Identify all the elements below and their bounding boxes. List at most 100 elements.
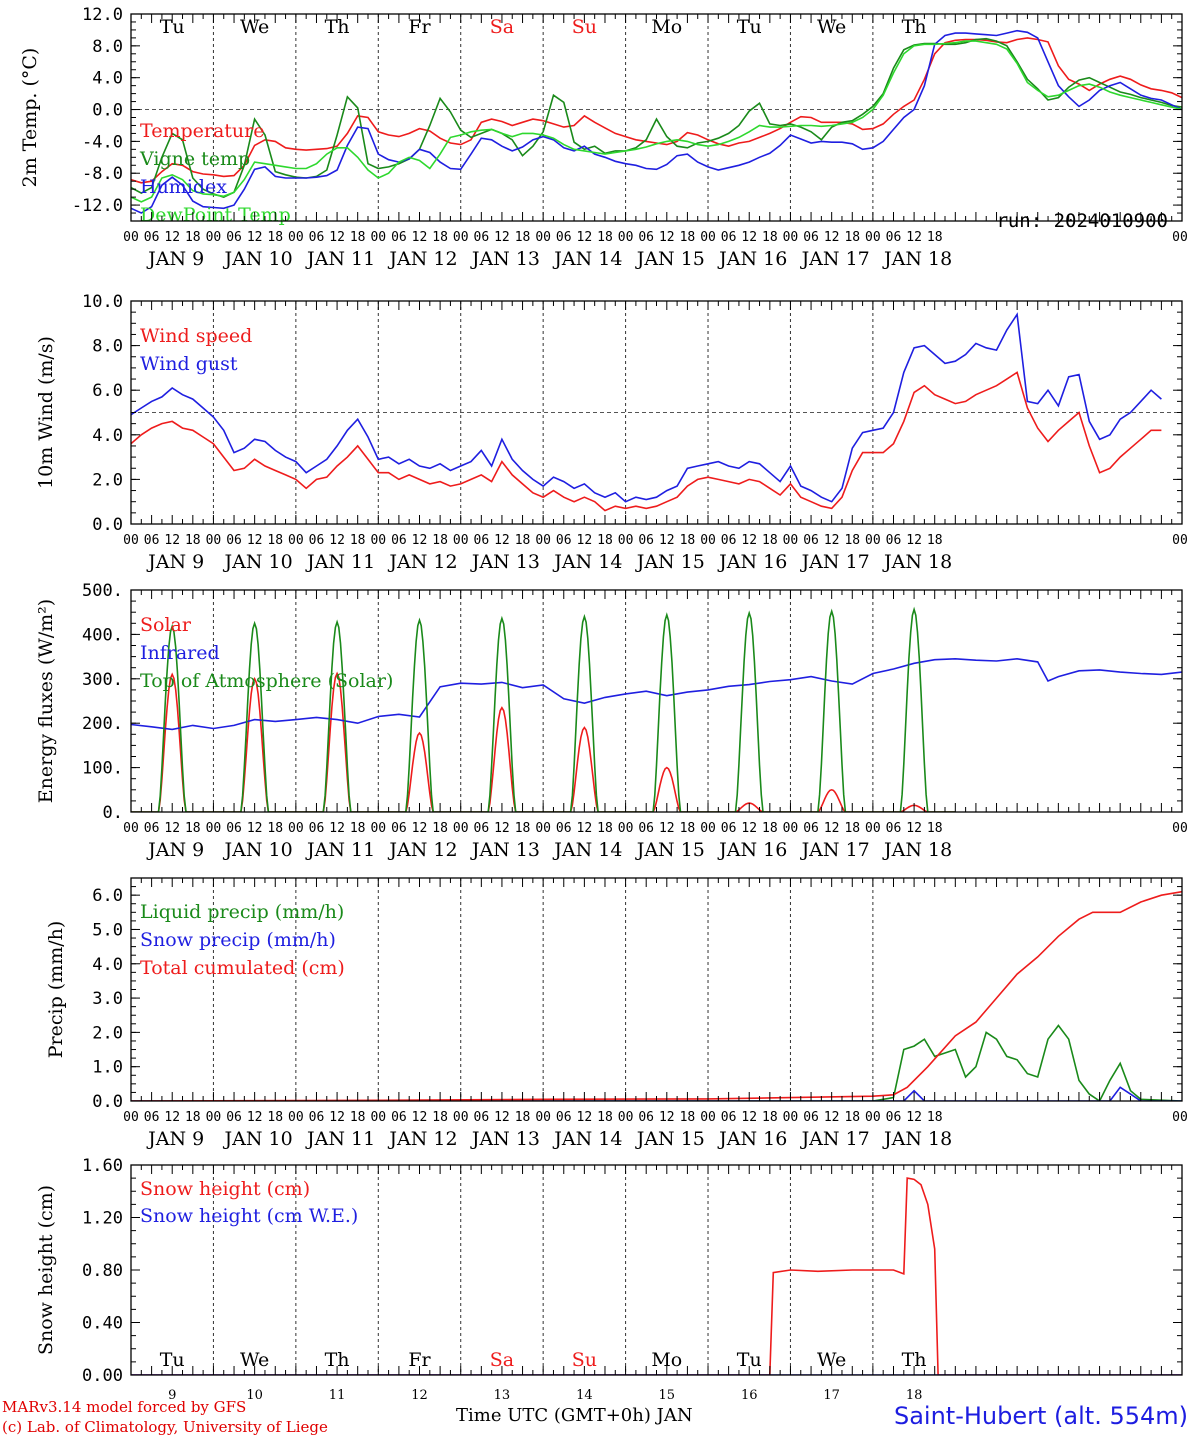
hour-label: 12 — [906, 533, 922, 548]
hour-label: 00 — [535, 230, 551, 245]
date-label: JAN 10 — [223, 551, 293, 573]
hour-label: 00 — [288, 821, 304, 836]
hour-label: 18 — [762, 533, 778, 548]
legend-entry: Humidex — [140, 176, 227, 198]
series-line-2 — [131, 1086, 1182, 1101]
date-label: JAN 12 — [387, 1128, 457, 1150]
hour-label: 00 — [453, 1110, 469, 1125]
hour-label: 12 — [329, 1110, 345, 1125]
weekday-label: Mo — [651, 16, 682, 38]
y-tick-label: 4.0 — [92, 426, 123, 446]
y-tick-label: 2.0 — [92, 1023, 123, 1043]
legend-entry: Total cumulated (cm) — [140, 957, 345, 979]
hour-label: 06 — [556, 821, 572, 836]
y-tick-label: 8.0 — [92, 337, 123, 357]
day-number: 10 — [246, 1388, 263, 1403]
hour-label: 18 — [597, 230, 613, 245]
hour-label: 18 — [844, 821, 860, 836]
series-line-2 — [131, 37, 1182, 198]
date-label: JAN 15 — [635, 839, 705, 861]
hour-label: 12 — [741, 1110, 757, 1125]
hour-label: 12 — [741, 821, 757, 836]
date-label: JAN 11 — [305, 839, 375, 861]
y-tick-label: 4.0 — [92, 955, 123, 975]
date-label: JAN 13 — [470, 1128, 540, 1150]
hour-label: 18 — [185, 821, 201, 836]
y-axis-title: 10m Wind (m/s) — [35, 336, 57, 489]
series-line-3 — [131, 606, 956, 812]
hour-label: 00 — [865, 1110, 881, 1125]
date-label: JAN 14 — [552, 839, 622, 861]
hour-label: 18 — [680, 230, 696, 245]
hour-label: 12 — [659, 533, 675, 548]
legend-entry: Solar — [140, 614, 192, 636]
hour-label: 06 — [556, 533, 572, 548]
hour-label: 00 — [700, 230, 716, 245]
hour-label: 12 — [412, 1110, 428, 1125]
hour-label: 00 — [370, 230, 386, 245]
hour-label: 18 — [185, 230, 201, 245]
hour-label: 12 — [247, 1110, 263, 1125]
y-tick-label: 4.0 — [92, 69, 123, 89]
hour-label: 00 — [700, 821, 716, 836]
day-number: 14 — [576, 1388, 593, 1403]
hour-label: 06 — [391, 1110, 407, 1125]
series-line-2 — [131, 312, 1162, 503]
month-label: JAN — [656, 1405, 693, 1426]
date-label: JAN 10 — [223, 248, 293, 270]
hour-label: 00 — [370, 821, 386, 836]
hour-label: 12 — [824, 533, 840, 548]
weekday-label: We — [240, 1349, 269, 1371]
date-label: JAN 18 — [882, 551, 952, 573]
hour-label: 00 — [370, 1110, 386, 1125]
hour-label: 06 — [144, 533, 160, 548]
weekday-label: Tu — [737, 1349, 762, 1371]
weekday-label: Sa — [490, 1349, 514, 1371]
model-credit: MARv3.14 model forced by GFS — [2, 1398, 247, 1416]
panel-2: Wind speed Wind gust 0.0 2.0 4.0 6.0 8.0 10.0 10… — [35, 292, 1188, 573]
hour-label: 06 — [474, 533, 490, 548]
hour-label: 00 — [700, 1110, 716, 1125]
y-tick-label: 8.0 — [92, 37, 123, 57]
hour-label: 06 — [721, 1110, 737, 1125]
hour-label: 18 — [267, 1110, 283, 1125]
hour-label: 18 — [432, 1110, 448, 1125]
hour-label: 06 — [226, 230, 242, 245]
weekday-label: Th — [902, 16, 927, 38]
hour-label: 06 — [556, 230, 572, 245]
hour-label: 00 — [618, 533, 634, 548]
hour-label: 06 — [474, 821, 490, 836]
hour-label: 18 — [597, 533, 613, 548]
weekday-label: Tu — [737, 16, 762, 38]
hour-label: 06 — [309, 533, 325, 548]
series-line-3 — [131, 890, 1182, 1101]
weekday-label: Tu — [160, 1349, 185, 1371]
day-number: 17 — [823, 1388, 840, 1403]
y-axis-title: Precip (mm/h) — [45, 921, 67, 1059]
x-axis-label: Time UTC (GMT+0h) — [456, 1405, 651, 1426]
hour-label: 12 — [824, 821, 840, 836]
hour-label: 00 — [618, 821, 634, 836]
series-line-1 — [131, 1024, 1182, 1101]
day-number: 9 — [168, 1388, 176, 1403]
y-tick-label: 3.0 — [92, 989, 123, 1009]
hour-label: 00 — [865, 533, 881, 548]
y-tick-label: 500. — [82, 581, 123, 601]
weekday-label: Sa — [490, 16, 514, 38]
legend-entry: Top of Atmosphere (Solar) — [140, 670, 393, 692]
hour-label: 06 — [721, 533, 737, 548]
day-number: 12 — [411, 1388, 428, 1403]
legend-entry: Snow precip (mm/h) — [140, 929, 336, 951]
hour-label: 00 — [1172, 821, 1188, 836]
hour-label: 06 — [226, 821, 242, 836]
hour-label: 00 — [206, 1110, 222, 1125]
hour-label: 00 — [535, 533, 551, 548]
panel-4: Liquid precip (mm/h) Snow precip (mm/h) To… — [45, 877, 1188, 1150]
y-tick-label: 12.0 — [82, 5, 123, 25]
date-label: JAN 18 — [882, 1128, 952, 1150]
hour-label: 06 — [886, 821, 902, 836]
weekday-label: We — [817, 1349, 846, 1371]
hour-label: 18 — [515, 230, 531, 245]
date-label: JAN 11 — [305, 1128, 375, 1150]
y-tick-label: -12.0 — [72, 196, 123, 216]
